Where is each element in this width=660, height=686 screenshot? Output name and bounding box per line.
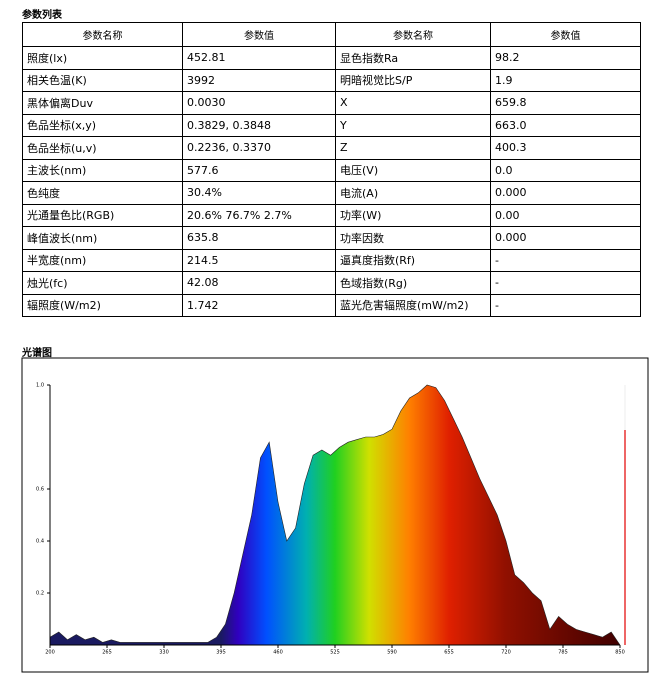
section-title: 参数列表 bbox=[22, 10, 62, 21]
table-cell: 电流(A) bbox=[335, 181, 491, 205]
table-cell: 色纯度 bbox=[22, 181, 183, 205]
x-tick-label: 720 bbox=[501, 650, 511, 656]
spectrum-area bbox=[50, 385, 620, 645]
table-cell: 色品坐标(u,v) bbox=[22, 136, 183, 160]
table-row: 相关色温(K) 3992 明暗视觉比S/P 1.9 bbox=[22, 68, 641, 92]
table-row: 半宽度(nm) 214.5 逼真度指数(Rf) - bbox=[22, 248, 641, 272]
table-cell: 30.4% bbox=[182, 181, 336, 205]
table-cell: 烛光(fc) bbox=[22, 271, 183, 295]
table-cell: 光通量色比(RGB) bbox=[22, 203, 183, 227]
table-cell: 蓝光危害辐照度(mW/m2) bbox=[335, 293, 491, 317]
table-cell: 659.8 bbox=[490, 91, 641, 115]
spectrum-line bbox=[49, 384, 621, 646]
table-cell: 色域指数(Rg) bbox=[335, 271, 491, 295]
x-tick-label: 395 bbox=[216, 650, 226, 656]
x-tick-label: 590 bbox=[387, 650, 397, 656]
y-tick-label: 0.4 bbox=[36, 539, 44, 545]
header-cell: 参数值 bbox=[490, 22, 641, 47]
table-row: 峰值波长(nm) 635.8 功率因数 0.000 bbox=[22, 226, 641, 250]
chart-frame bbox=[21, 357, 649, 673]
x-tick-label: 460 bbox=[273, 650, 283, 656]
param-table: 参数名称 参数值 参数名称 参数值 照度(lx) 452.81 显色指数Ra 98.2 相关色… bbox=[22, 22, 641, 317]
table-cell: 0.000 bbox=[490, 181, 641, 205]
x-tick-label: 330 bbox=[159, 650, 169, 656]
table-cell: 0.00 bbox=[490, 203, 641, 227]
table-cell: 214.5 bbox=[182, 248, 336, 272]
x-tick-label: 655 bbox=[444, 650, 454, 656]
table-row: 光通量色比(RGB) 20.6% 76.7% 2.7% 功率(W) 0.00 bbox=[22, 203, 641, 227]
header-cell: 参数名称 bbox=[335, 22, 491, 47]
y-tick-label: 0.2 bbox=[36, 591, 44, 597]
table-cell: 400.3 bbox=[490, 136, 641, 160]
table-cell: 黑体偏离Duv bbox=[22, 91, 183, 115]
table-row: 烛光(fc) 42.08 色域指数(Rg) - bbox=[22, 271, 641, 295]
y-tick-label: 0.6 bbox=[36, 487, 44, 493]
table-cell: Z bbox=[335, 136, 491, 160]
table-cell: 1.742 bbox=[182, 293, 336, 317]
table-cell: 功率(W) bbox=[335, 203, 491, 227]
header-cell: 参数名称 bbox=[22, 22, 183, 47]
table-cell: 0.000 bbox=[490, 226, 641, 250]
table-row: 主波长(nm) 577.6 电压(V) 0.0 bbox=[22, 158, 641, 182]
table-row: 黑体偏离Duv 0.0030 X 659.8 bbox=[22, 91, 641, 115]
table-cell: 相关色温(K) bbox=[22, 68, 183, 92]
table-cell: 20.6% 76.7% 2.7% bbox=[182, 203, 336, 227]
header-row: 参数名称 参数值 参数名称 参数值 bbox=[22, 22, 641, 47]
table-cell: 电压(V) bbox=[335, 158, 491, 182]
section-title: 光谱图 bbox=[22, 348, 52, 359]
table-cell: 635.8 bbox=[182, 226, 336, 250]
y-tick-label: 1.0 bbox=[36, 383, 44, 389]
x-tick-label: 785 bbox=[558, 650, 568, 656]
x-tick-label: 850 bbox=[615, 650, 625, 656]
table-row: 色纯度 30.4% 电流(A) 0.000 bbox=[22, 181, 641, 205]
table-cell: 逼真度指数(Rf) bbox=[335, 248, 491, 272]
table-cell: 照度(lx) bbox=[22, 46, 183, 70]
table-cell: - bbox=[490, 293, 641, 317]
x-tick-label: 200 bbox=[45, 650, 55, 656]
x-tick-label: 265 bbox=[102, 650, 112, 656]
table-cell: 0.0 bbox=[490, 158, 641, 182]
table-cell: 98.2 bbox=[490, 46, 641, 70]
table-cell: 577.6 bbox=[182, 158, 336, 182]
table-cell: 663.0 bbox=[490, 113, 641, 137]
header-cell: 参数值 bbox=[182, 22, 336, 47]
x-tick-label: 525 bbox=[330, 650, 340, 656]
table-row: 辐照度(W/m2) 1.742 蓝光危害辐照度(mW/m2) - bbox=[22, 293, 641, 317]
table-cell: 峰值波长(nm) bbox=[22, 226, 183, 250]
table-cell: 色品坐标(x,y) bbox=[22, 113, 183, 137]
table-cell: 辐照度(W/m2) bbox=[22, 293, 183, 317]
table-row: 色品坐标(u,v) 0.2236, 0.3370 Z 400.3 bbox=[22, 136, 641, 160]
table-cell: 0.2236, 0.3370 bbox=[182, 136, 336, 160]
table-cell: 0.3829, 0.3848 bbox=[182, 113, 336, 137]
table-row: 色品坐标(x,y) 0.3829, 0.3848 Y 663.0 bbox=[22, 113, 641, 137]
table-cell: 主波长(nm) bbox=[22, 158, 183, 182]
